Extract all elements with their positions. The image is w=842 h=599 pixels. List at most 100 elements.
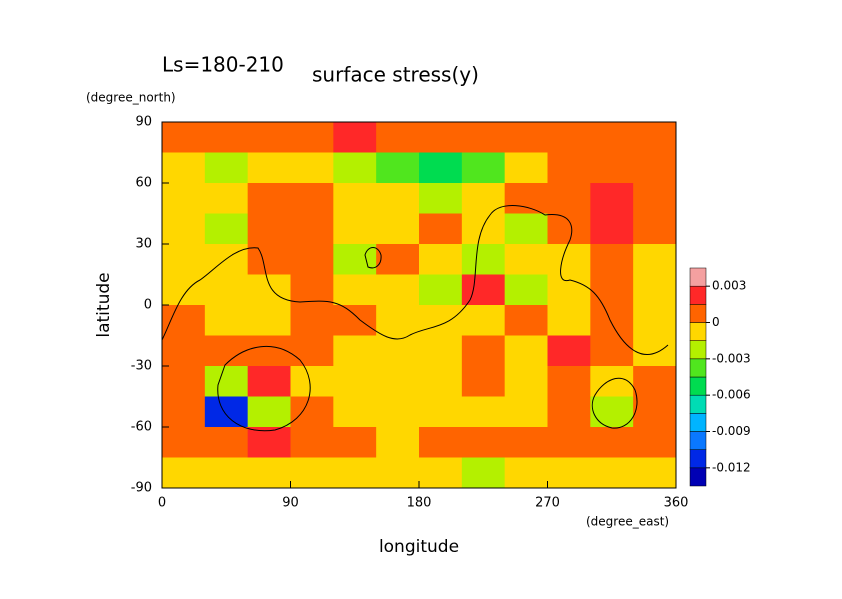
contour-cell bbox=[162, 335, 206, 367]
contour-cell bbox=[590, 213, 634, 245]
colorbar-tick-label: -0.009 bbox=[712, 424, 751, 438]
colorbar-segment bbox=[689, 322, 707, 341]
coast-line bbox=[161, 205, 669, 355]
contour-cell bbox=[162, 244, 206, 275]
contour-cell bbox=[376, 152, 420, 184]
contour-cell bbox=[333, 183, 377, 214]
coast-line bbox=[217, 345, 311, 432]
contour-cell bbox=[461, 183, 506, 214]
contour-cell bbox=[633, 152, 677, 184]
contour-cell bbox=[633, 213, 677, 245]
contour-cell bbox=[290, 335, 334, 367]
contour-cell bbox=[461, 335, 506, 367]
contour-cell bbox=[204, 183, 249, 214]
contour-cell bbox=[633, 427, 677, 458]
contour-cell bbox=[247, 122, 291, 153]
colorbar-tick-label: -0.006 bbox=[712, 388, 751, 402]
contour-cell bbox=[162, 274, 206, 306]
contour-cell bbox=[633, 366, 677, 397]
contour-cell bbox=[590, 427, 634, 458]
contour-cell bbox=[547, 274, 591, 306]
contour-cell bbox=[419, 274, 463, 306]
contour-cell bbox=[290, 396, 334, 428]
contour-cell bbox=[247, 274, 291, 306]
chart-title: surface stress(y) bbox=[312, 63, 479, 87]
contour-cell bbox=[333, 244, 377, 275]
contour-cell bbox=[290, 122, 334, 153]
y-tick-label: -30 bbox=[131, 359, 152, 374]
contour-cell bbox=[461, 213, 506, 245]
contour-cell bbox=[247, 366, 291, 397]
coast-line bbox=[591, 377, 638, 429]
contour-cell bbox=[504, 213, 548, 245]
contour-cell bbox=[419, 122, 463, 153]
contour-cell bbox=[376, 427, 420, 458]
contour-cell bbox=[290, 457, 334, 489]
contour-cell bbox=[504, 366, 548, 397]
contour-cell bbox=[461, 274, 506, 306]
contour-cell bbox=[162, 122, 206, 153]
contour-cell bbox=[376, 335, 420, 367]
contour-cell bbox=[504, 122, 548, 153]
contour-cell bbox=[247, 305, 291, 336]
contour-cell bbox=[247, 213, 291, 245]
colorbar-segment bbox=[689, 358, 707, 378]
contour-cell bbox=[504, 335, 548, 367]
y-tick-label: -90 bbox=[131, 481, 152, 496]
contour-cell bbox=[333, 122, 377, 153]
contour-cell bbox=[547, 122, 591, 153]
contour-cell bbox=[376, 213, 420, 245]
contour-cell bbox=[290, 213, 334, 245]
contour-cell bbox=[461, 244, 506, 275]
contour-cell bbox=[290, 427, 334, 458]
contour-cell bbox=[547, 335, 591, 367]
contour-cell bbox=[547, 396, 591, 428]
contour-cell bbox=[547, 213, 591, 245]
x-tick-label: 90 bbox=[282, 496, 299, 511]
colorbar-segment bbox=[689, 467, 707, 487]
contour-cell bbox=[162, 427, 206, 458]
y-tick-label: 60 bbox=[135, 176, 152, 191]
contour-cell bbox=[376, 457, 420, 489]
x-tick-label: 360 bbox=[664, 496, 689, 511]
contour-cell bbox=[504, 152, 548, 184]
colorbar-segment bbox=[689, 340, 707, 360]
x-tick-label: 180 bbox=[407, 496, 432, 511]
contour-cell bbox=[376, 396, 420, 428]
contour-cell bbox=[461, 122, 506, 153]
contour-cell bbox=[247, 335, 291, 367]
contour-cell bbox=[461, 152, 506, 184]
contour-cell bbox=[590, 305, 634, 336]
contour-cell bbox=[461, 427, 506, 458]
contour-cell bbox=[290, 152, 334, 184]
contour-cell bbox=[333, 366, 377, 397]
contour-cell bbox=[162, 213, 206, 245]
contour-cell bbox=[376, 183, 420, 214]
contour-cell bbox=[333, 213, 377, 245]
contour-cell bbox=[547, 427, 591, 458]
contour-cell bbox=[633, 183, 677, 214]
colorbar-segment bbox=[689, 285, 707, 305]
contour-cell bbox=[333, 335, 377, 367]
contour-cell bbox=[162, 366, 206, 397]
contour-cell bbox=[590, 122, 634, 153]
contour-cell bbox=[419, 213, 463, 245]
contour-cell bbox=[333, 457, 377, 489]
x-axis-label: longitude bbox=[379, 537, 459, 557]
contour-cell bbox=[419, 183, 463, 214]
contour-cell bbox=[204, 335, 249, 367]
contour-cell bbox=[247, 457, 291, 489]
contour-cell bbox=[162, 305, 206, 336]
contour-cell bbox=[204, 457, 249, 489]
contour-cell bbox=[461, 366, 506, 397]
contour-cell bbox=[162, 396, 206, 428]
contour-field bbox=[162, 122, 677, 489]
contour-cell bbox=[461, 396, 506, 428]
contour-cell bbox=[504, 274, 548, 306]
contour-cell bbox=[547, 244, 591, 275]
contour-cell bbox=[290, 183, 334, 214]
contour-cell bbox=[290, 274, 334, 306]
contour-cell bbox=[590, 244, 634, 275]
contour-cell bbox=[419, 427, 463, 458]
contour-cell bbox=[419, 305, 463, 336]
